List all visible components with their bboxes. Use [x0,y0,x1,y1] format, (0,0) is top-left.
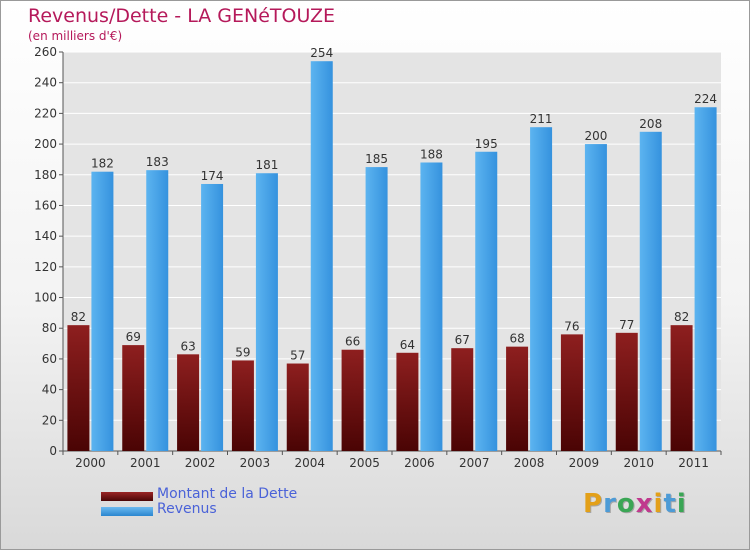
data-label-dette: 57 [290,349,305,363]
data-label-revenus: 185 [365,152,388,166]
bar-revenus [146,170,169,451]
chart-subtitle: (en milliers d'€) [28,29,123,43]
bar-dette [231,360,254,451]
data-label-revenus: 211 [530,112,553,126]
bar-dette [341,349,364,451]
x-tick-label: 2001 [130,456,161,470]
x-tick-label: 2003 [240,456,271,470]
y-tick-label: 260 [34,45,57,59]
bar-revenus [694,107,717,451]
bar-revenus [530,127,553,451]
chart-title: Revenus/Dette - LA GENéTOUZE [28,5,336,27]
data-label-revenus: 224 [694,92,717,106]
y-tick-label: 40 [42,383,57,397]
data-label-dette: 82 [71,310,86,324]
bar-dette [286,363,309,451]
logo-letter: i [676,489,687,519]
data-label-revenus: 181 [255,158,278,172]
bar-revenus [365,167,388,451]
bar-dette [122,345,145,451]
bar-dette [670,325,693,451]
legend-swatch-revenus [101,507,153,516]
bar-revenus [91,171,114,451]
data-label-dette: 69 [126,330,141,344]
legend-label-dette: Montant de la Dette [157,486,298,502]
data-label-revenus: 254 [310,46,333,60]
bar-revenus [255,173,278,451]
bar-dette [177,354,200,451]
x-tick-label: 2002 [185,456,216,470]
bar-dette [506,346,529,451]
bar-dette [451,348,474,451]
plot-area [63,52,721,451]
x-tick-label: 2008 [514,456,545,470]
bar-revenus [310,61,333,451]
proxiti-logo: Proxiti [583,489,687,519]
data-label-revenus: 200 [584,129,607,143]
data-label-revenus: 174 [201,169,224,183]
y-tick-label: 140 [34,229,57,243]
logo-letter: P [583,489,604,519]
x-tick-label: 2005 [349,456,380,470]
y-tick-label: 180 [34,168,57,182]
y-tick-label: 60 [42,352,57,366]
data-label-dette: 64 [400,338,415,352]
y-tick-label: 160 [34,198,57,212]
logo-letter: t [663,489,677,519]
x-tick-label: 2000 [75,456,106,470]
y-tick-label: 80 [42,321,57,335]
data-label-revenus: 183 [146,155,169,169]
data-label-revenus: 182 [91,157,114,171]
bar-revenus [201,183,224,451]
x-tick-label: 2004 [294,456,325,470]
data-label-revenus: 188 [420,147,443,161]
y-tick-label: 200 [34,137,57,151]
y-tick-label: 220 [34,106,57,120]
data-label-dette: 76 [564,319,579,333]
data-label-dette: 77 [619,318,634,332]
data-label-dette: 66 [345,335,360,349]
y-tick-label: 240 [34,76,57,90]
bar-revenus [475,151,498,451]
y-tick-label: 0 [49,444,57,458]
data-label-dette: 68 [509,332,524,346]
x-tick-label: 2011 [678,456,709,470]
bar-revenus [639,131,662,452]
data-label-revenus: 195 [475,137,498,151]
logo-letter: i [653,489,664,519]
y-tick-label: 20 [42,413,57,427]
data-label-dette: 82 [674,310,689,324]
logo-letter: r [603,489,617,519]
y-tick-label: 120 [34,260,57,274]
data-label-revenus: 208 [639,117,662,131]
bar-dette [615,332,638,451]
x-tick-label: 2007 [459,456,490,470]
bar-dette [67,325,90,451]
data-label-dette: 67 [455,333,470,347]
y-tick-label: 100 [34,291,57,305]
bar-revenus [420,162,443,451]
bar-revenus [584,144,607,452]
x-tick-label: 2009 [569,456,600,470]
data-label-dette: 63 [180,339,195,353]
bar-dette [396,352,419,451]
bar-dette [560,334,583,451]
legend-label-revenus: Revenus [157,501,217,517]
logo-letter: o [616,489,636,519]
data-label-dette: 59 [235,345,250,359]
x-tick-label: 2010 [623,456,654,470]
legend-swatch-dette [101,492,153,501]
x-tick-label: 2006 [404,456,435,470]
logo-letter: x [635,489,654,519]
